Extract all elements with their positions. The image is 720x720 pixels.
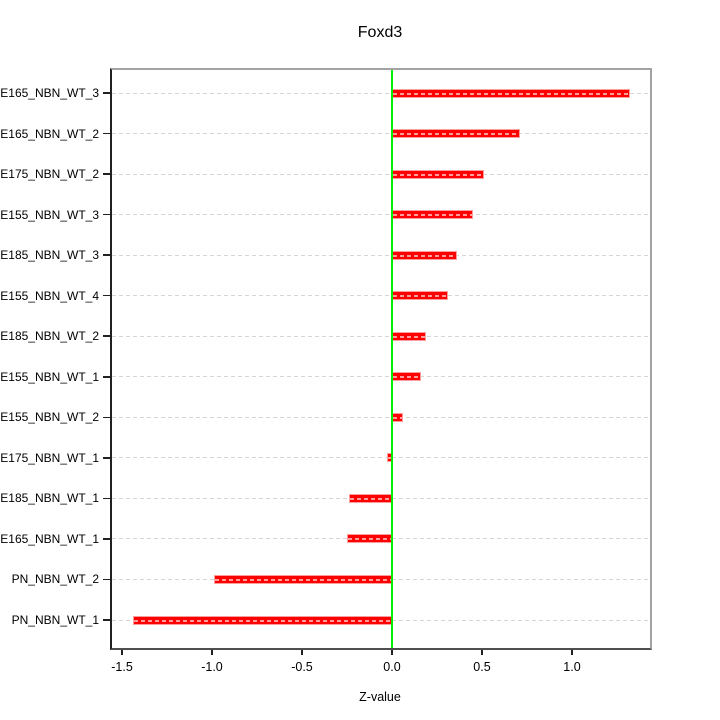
- y-axis-tick: [103, 294, 110, 297]
- x-axis-tick-label: -1.5: [111, 660, 133, 674]
- y-axis-tick: [103, 213, 110, 216]
- bar: [348, 493, 392, 503]
- bar: [347, 534, 392, 544]
- bar: [392, 88, 630, 98]
- y-axis-label: E155_NBN_WT_1: [0, 369, 99, 384]
- y-axis-label: E155_NBN_WT_2: [0, 410, 99, 425]
- x-axis-tick-label: 1.0: [563, 660, 581, 674]
- gridline: [112, 295, 648, 297]
- bar: [392, 169, 484, 179]
- bar: [392, 331, 427, 341]
- x-axis-tick: [301, 648, 303, 655]
- gridline: [112, 335, 648, 337]
- y-axis-label: E155_NBN_WT_4: [0, 288, 99, 303]
- gridline: [112, 254, 648, 256]
- x-axis-tick-label: 0.0: [383, 660, 401, 674]
- y-axis-tick: [103, 457, 110, 459]
- y-axis-label: E185_NBN_WT_1: [0, 491, 99, 506]
- plot-border-box: [110, 68, 652, 650]
- bar: [392, 372, 421, 382]
- chart-title: Foxd3: [357, 24, 403, 41]
- y-axis-tick: [103, 538, 110, 540]
- y-axis-label: PN_NBN_WT_1: [11, 613, 99, 628]
- x-axis-tick-label: -1.0: [201, 660, 223, 674]
- bar: [392, 250, 457, 260]
- gridline: [112, 376, 648, 378]
- x-axis-title: Z-value: [359, 690, 401, 704]
- y-axis-label: E175_NBN_WT_2: [0, 167, 99, 182]
- y-axis-label: E165_NBN_WT_2: [0, 126, 99, 141]
- y-axis-tick: [103, 254, 110, 256]
- x-axis-tick: [211, 648, 213, 655]
- y-axis-tick: [103, 132, 110, 135]
- y-axis-tick: [103, 173, 110, 175]
- y-axis-label: E185_NBN_WT_3: [0, 248, 99, 263]
- zero-reference-line: [391, 70, 393, 648]
- bar: [213, 574, 392, 584]
- y-axis-label: E165_NBN_WT_3: [0, 86, 99, 100]
- y-axis-label: E185_NBN_WT_2: [0, 329, 99, 344]
- y-axis-tick: [103, 376, 110, 378]
- y-axis-label: E175_NBN_WT_1: [0, 450, 99, 465]
- bar: [392, 412, 403, 422]
- bar: [392, 210, 473, 220]
- y-axis-label: PN_NBN_WT_2: [11, 572, 99, 587]
- gridline: [112, 214, 648, 216]
- x-axis-tick-label: 0.5: [473, 660, 491, 674]
- x-axis-tick: [571, 648, 573, 655]
- gridline: [112, 133, 648, 135]
- y-axis-tick: [103, 619, 110, 621]
- gridline: [112, 173, 648, 175]
- x-axis-tick-label: -0.5: [291, 660, 313, 674]
- bar: [132, 615, 392, 625]
- x-axis-tick: [391, 648, 393, 655]
- y-axis-tick: [103, 416, 110, 419]
- y-axis-tick: [103, 335, 110, 337]
- y-axis-tick: [103, 578, 110, 581]
- gridline: [112, 92, 648, 94]
- y-axis-tick: [103, 92, 110, 94]
- plot-area: E165_NBN_WT_3 E165_NBN_WT_2 E175_NBN_WT_2 E…: [0, 68, 652, 704]
- bar: [392, 291, 448, 301]
- x-axis-tick: [121, 648, 123, 655]
- gridline: [112, 457, 648, 459]
- bar: [392, 129, 520, 139]
- y-axis-label: E155_NBN_WT_3: [0, 207, 99, 222]
- x-axis-tick: [481, 648, 483, 655]
- y-axis-label: E165_NBN_WT_1: [0, 531, 99, 546]
- gridline: [112, 416, 648, 418]
- y-axis-tick: [103, 497, 110, 500]
